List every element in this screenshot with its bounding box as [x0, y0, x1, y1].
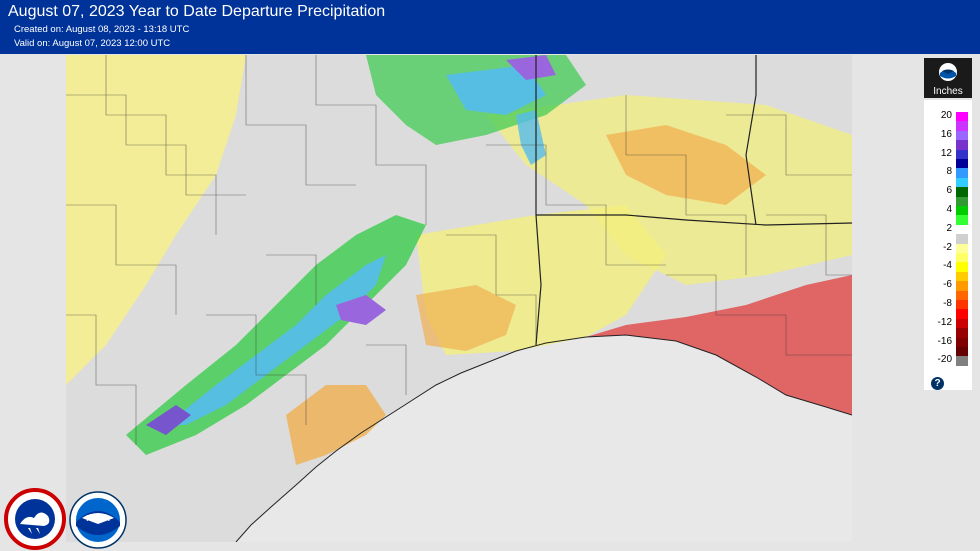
legend-swatch [956, 130, 968, 141]
legend-swatch [956, 159, 968, 169]
legend-swatch [956, 224, 968, 235]
page-title: August 07, 2023 Year to Date Departure P… [8, 3, 386, 20]
legend-swatch [956, 149, 968, 160]
coastline [235, 334, 852, 542]
gulf-water [236, 335, 852, 542]
legend-swatch [956, 337, 968, 348]
legend-label: -6 [943, 279, 952, 291]
legend-label: 2 [946, 222, 952, 234]
legend-swatch [956, 187, 968, 198]
state-borders [535, 55, 852, 346]
noaa-logo: NOAA [69, 491, 127, 549]
wet-core-purple-sw [146, 405, 191, 435]
legend-swatch [956, 206, 968, 216]
legend-swatch [956, 215, 968, 226]
wet-north-purple [506, 55, 556, 80]
legend-swatch [956, 177, 968, 188]
legend-swatch [956, 281, 968, 292]
legend-label: 12 [940, 147, 952, 159]
wet-river-blue [516, 110, 546, 165]
legend-swatch [956, 300, 968, 310]
created-timestamp: Created on: August 08, 2023 - 13:18 UTC [14, 24, 190, 35]
red-region-louisiana [586, 275, 852, 415]
legend-header: Inches [924, 58, 972, 98]
svg-text:NOAA: NOAA [86, 514, 110, 523]
legend-swatch [956, 318, 968, 329]
legend-swatch [956, 309, 968, 320]
legend-label: -4 [943, 260, 952, 272]
legend-label: 8 [946, 166, 952, 178]
legend-label: -2 [943, 241, 952, 253]
legend-swatch [956, 243, 968, 254]
legend-swatch [956, 112, 968, 122]
orange-region-southtx [286, 385, 386, 465]
legend-swatch [956, 328, 968, 339]
wet-band-blue [166, 255, 386, 425]
legend-swatch [956, 121, 968, 132]
legend-swatch [956, 271, 968, 282]
legend-label: 20 [940, 110, 952, 121]
legend-swatch [956, 347, 968, 357]
legend-label: -20 [937, 354, 952, 366]
legend-swatch [956, 290, 968, 301]
wet-north-blue [446, 65, 546, 115]
legend-label: -16 [937, 335, 952, 347]
legend-swatch [956, 234, 968, 245]
legend-swatch [956, 253, 968, 263]
legend-label: 16 [940, 128, 952, 140]
legend-label: 4 [946, 204, 952, 215]
wet-band-green [126, 215, 426, 455]
legend-swatch [956, 140, 968, 151]
dry-region-west [66, 55, 246, 385]
legend-swatch [956, 262, 968, 273]
nws-logo [4, 488, 66, 550]
noaa-logo-icon [939, 63, 957, 81]
legend-label: -8 [943, 298, 952, 309]
county-boundaries [66, 55, 852, 445]
precipitation-map[interactable] [66, 55, 852, 542]
question-icon[interactable]: ? [931, 377, 944, 390]
legend-scale: 20 16 12 8 6 4 2 -2 -4 -6 -8 -12 -16 -20 [924, 100, 972, 390]
header-bar: August 07, 2023 Year to Date Departure P… [0, 0, 980, 54]
legend-swatch [956, 196, 968, 207]
legend-swatch [956, 356, 968, 367]
legend-swatch [956, 168, 968, 179]
legend-label: -12 [937, 316, 952, 328]
legend-label: 6 [946, 185, 952, 197]
valid-timestamp: Valid on: August 07, 2023 12:00 UTC [14, 38, 171, 49]
legend-units: Inches [933, 86, 963, 97]
wet-core-purple [336, 295, 386, 325]
orange-region-coast [416, 285, 516, 351]
